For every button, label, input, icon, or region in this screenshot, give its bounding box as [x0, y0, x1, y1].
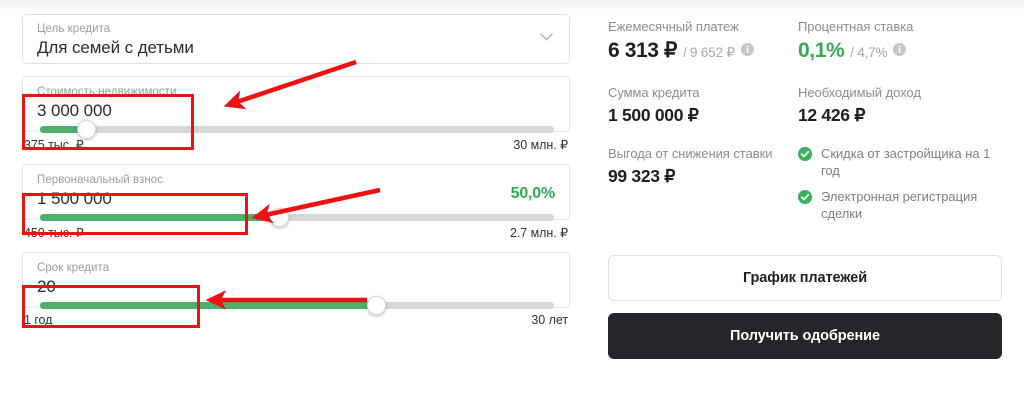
down-payment-max-label: 2.7 млн. ₽ [509, 226, 568, 240]
down-payment-range-row: 450 тыс. ₽ 2.7 млн. ₽ [22, 225, 570, 240]
list-item: Электронная регистрация сделки [798, 188, 1002, 222]
loan-term-min-label: 1 год [24, 313, 53, 327]
property-cost-label: Стоимость недвижимости [37, 86, 177, 98]
check-circle-icon [798, 190, 812, 204]
slider-block-property-cost: Стоимость недвижимости 3 000 000 375 тыс… [22, 76, 570, 152]
down-payment-field[interactable]: Первоначальный взнос 1 500 000 50,0% [22, 164, 570, 227]
required-income-label: Необходимый доход [798, 85, 921, 100]
down-payment-slider-thumb[interactable] [269, 208, 289, 227]
loan-purpose-select[interactable]: Цель кредита Для семей с детьми [22, 14, 570, 64]
calculator-inputs-column: Цель кредита Для семей с детьми Стоимост… [22, 14, 570, 327]
required-income-stat: Необходимый доход 12 426 ₽ [798, 84, 1002, 127]
monthly-payment-row: 6 313 ₽ / 9 652 ₽ [608, 38, 798, 64]
list-item: Скидка от застройщика на 1 год [798, 145, 1002, 179]
slider-block-down-payment: Первоначальный взнос 1 500 000 50,0% 450… [22, 164, 570, 240]
chevron-down-icon[interactable] [540, 33, 553, 41]
get-approval-button-label: Получить одобрение [730, 328, 880, 344]
interest-rate-value: 0,1% [798, 39, 845, 62]
monthly-payment-label: Ежемесячный платеж [608, 19, 739, 34]
down-payment-label: Первоначальный взнос [37, 174, 164, 186]
property-cost-range-row: 375 тыс. ₽ 30 млн. ₽ [22, 137, 570, 152]
down-payment-min-label: 450 тыс. ₽ [24, 226, 84, 240]
interest-rate-stat: Процентная ставка 0,1% / 4,7% [798, 18, 1002, 64]
property-cost-slider-thumb[interactable] [76, 120, 96, 139]
summary-row-1: Ежемесячный платеж 6 313 ₽ / 9 652 ₽ Про… [608, 18, 1002, 64]
interest-rate-compare: / 4,7% [850, 45, 888, 60]
top-band [0, 0, 1024, 10]
rate-benefit-label: Выгода от снижения ставки [608, 146, 773, 161]
loan-term-max-label: 30 лет [531, 313, 568, 327]
loan-term-field[interactable]: Срок кредита 20 [22, 252, 570, 315]
summary-column: Ежемесячный платеж 6 313 ₽ / 9 652 ₽ Про… [608, 18, 1002, 359]
interest-rate-label: Процентная ставка [798, 19, 914, 34]
property-cost-value[interactable]: 3 000 000 [37, 101, 112, 120]
loan-purpose-value: Для семей с детьми [37, 38, 194, 57]
loan-term-label: Срок кредита [37, 262, 110, 274]
summary-row-2: Сумма кредита 1 500 000 ₽ Необходимый до… [608, 84, 1002, 127]
property-cost-min-label: 375 тыс. ₽ [24, 138, 84, 152]
loan-purpose-label: Цель кредита [37, 23, 111, 35]
loan-amount-value: 1 500 000 ₽ [608, 105, 699, 125]
payment-schedule-button-label: График платежей [742, 270, 868, 286]
slider-block-loan-term: Срок кредита 20 1 год 30 лет [22, 252, 570, 327]
perks-list: Скидка от застройщика на 1 год Электронн… [798, 145, 1002, 231]
rate-benefit-value: 99 323 ₽ [608, 166, 676, 186]
get-approval-button[interactable]: Получить одобрение [608, 313, 1002, 359]
required-income-value: 12 426 ₽ [798, 105, 866, 125]
info-icon[interactable] [893, 43, 907, 56]
loan-term-track-wrap [37, 296, 555, 315]
property-cost-track-wrap [37, 120, 555, 139]
down-payment-percent-badge: 50,0% [510, 185, 556, 202]
info-icon[interactable] [740, 43, 754, 56]
property-cost-slider-fill [40, 126, 87, 133]
property-cost-field[interactable]: Стоимость недвижимости 3 000 000 [22, 76, 570, 139]
down-payment-slider-track[interactable] [40, 208, 554, 227]
monthly-payment-value: 6 313 ₽ [608, 39, 677, 62]
property-cost-max-label: 30 млн. ₽ [513, 138, 568, 152]
rate-benefit-stat: Выгода от снижения ставки 99 323 ₽ [608, 145, 798, 231]
loan-term-slider-fill [40, 302, 377, 309]
down-payment-slider-fill [40, 214, 279, 221]
check-circle-icon [798, 147, 812, 161]
down-payment-track-wrap [37, 208, 555, 227]
down-payment-value[interactable]: 1 500 000 [37, 189, 112, 208]
monthly-payment-compare: / 9 652 ₽ [682, 45, 735, 60]
perk-label: Скидка от застройщика на 1 год [821, 146, 991, 178]
summary-row-3: Выгода от снижения ставки 99 323 ₽ Скидк… [608, 145, 1002, 231]
interest-rate-row: 0,1% / 4,7% [798, 38, 1002, 64]
loan-term-value[interactable]: 20 [37, 277, 56, 296]
property-cost-slider-track[interactable] [40, 120, 554, 139]
loan-amount-stat: Сумма кредита 1 500 000 ₽ [608, 84, 798, 127]
loan-amount-label: Сумма кредита [608, 85, 700, 100]
loan-term-slider-track[interactable] [40, 296, 554, 315]
loan-term-range-row: 1 год 30 лет [22, 313, 570, 327]
perk-label: Электронная регистрация сделки [821, 189, 978, 221]
monthly-payment-stat: Ежемесячный платеж 6 313 ₽ / 9 652 ₽ [608, 18, 798, 64]
payment-schedule-button[interactable]: График платежей [608, 255, 1002, 301]
loan-term-slider-thumb[interactable] [367, 296, 387, 315]
